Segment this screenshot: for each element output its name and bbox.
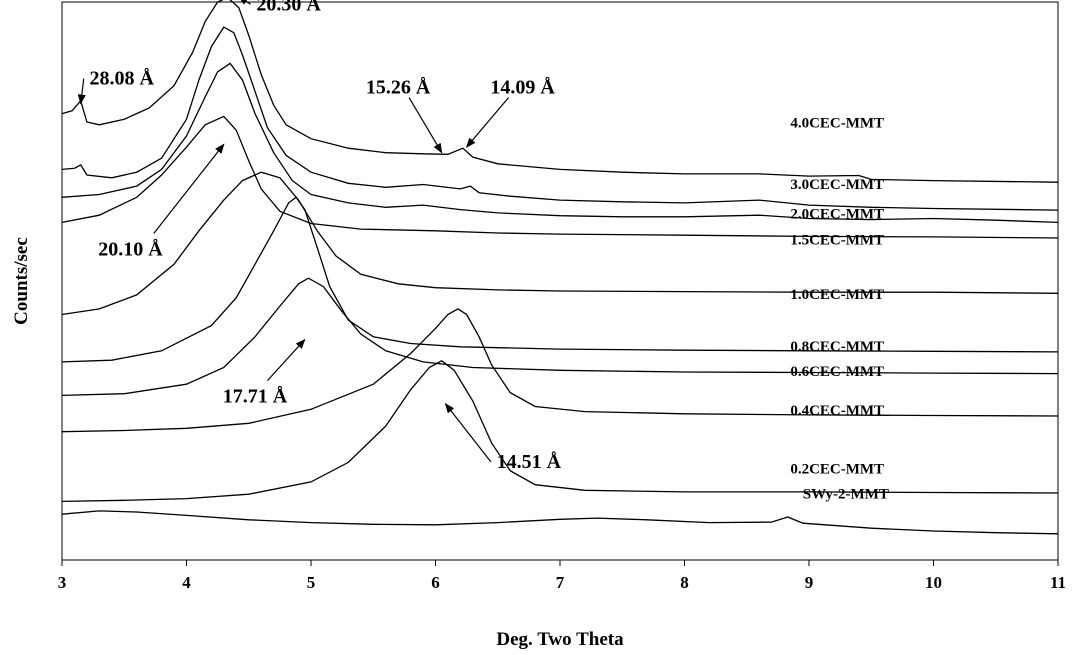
annotation-arrow [77, 78, 86, 105]
annotation-arrow [153, 143, 225, 234]
x-tick-label: 5 [307, 573, 316, 592]
y-axis-label: Counts/sec [11, 237, 32, 325]
series-traces [61, 0, 1059, 535]
series-line [61, 196, 1059, 363]
series-line [61, 0, 1059, 183]
peak-annotations: 28.08 Å 20.30 Å 15.26 Å 14.09 Å 20.10 Å 17.71… [77, 0, 562, 473]
series-label: 0.8CEC-MMT [790, 339, 884, 355]
annotation-arrow [465, 97, 510, 148]
series-label: 0.4CEC-MMT [790, 403, 884, 419]
x-tick-label: 7 [556, 573, 565, 592]
series-label: 0.2CEC-MMT [790, 462, 884, 478]
x-axis-label: Deg. Two Theta [496, 629, 624, 650]
annotation-arrow [237, 0, 251, 5]
series-label: 1.0CEC-MMT [790, 287, 884, 303]
peak-annotation-label: 14.51 Å [497, 450, 562, 473]
x-tick-label: 10 [925, 573, 942, 592]
series-label: 0.6CEC-MMT [790, 364, 884, 380]
peak-annotation-label: 28.08 Å [90, 67, 155, 90]
series-labels: 4.0CEC-MMT 3.0CEC-MMT 2.0CEC-MMT 1.5CEC-MMT… [790, 116, 889, 503]
series-line [61, 308, 1059, 433]
series-label: 4.0CEC-MMT [790, 116, 884, 132]
series-label: 2.0CEC-MMT [790, 207, 884, 223]
series-line [61, 115, 1059, 239]
series-line [61, 62, 1059, 224]
peak-annotation-label: 15.26 Å [366, 76, 431, 99]
x-tick-label: 6 [431, 573, 440, 592]
x-tick-label: 9 [805, 573, 814, 592]
series-label: 1.5CEC-MMT [790, 233, 884, 249]
annotation-arrow [444, 402, 492, 463]
series-line [61, 510, 1059, 535]
series-line [61, 171, 1059, 316]
series-label: SWy-2-MMT [803, 487, 889, 503]
annotation-arrow [266, 338, 306, 382]
peak-annotation-label: 14.09 Å [490, 76, 555, 99]
x-axis-ticks: 3 4 5 6 7 8 9 10 11 [58, 560, 1066, 592]
series-line [61, 26, 1059, 211]
peak-annotation-label: 20.30 Å [256, 0, 321, 15]
x-tick-label: 3 [58, 573, 67, 592]
peak-annotation-label: 17.71 Å [223, 385, 288, 408]
series-label: 3.0CEC-MMT [790, 177, 884, 193]
x-tick-label: 4 [182, 573, 191, 592]
series-line [61, 360, 1059, 503]
annotation-arrow [408, 97, 443, 154]
peak-annotation-label: 20.10 Å [98, 237, 163, 260]
series-line [61, 277, 1059, 397]
x-tick-label: 8 [680, 573, 689, 592]
x-tick-label: 11 [1050, 573, 1066, 592]
